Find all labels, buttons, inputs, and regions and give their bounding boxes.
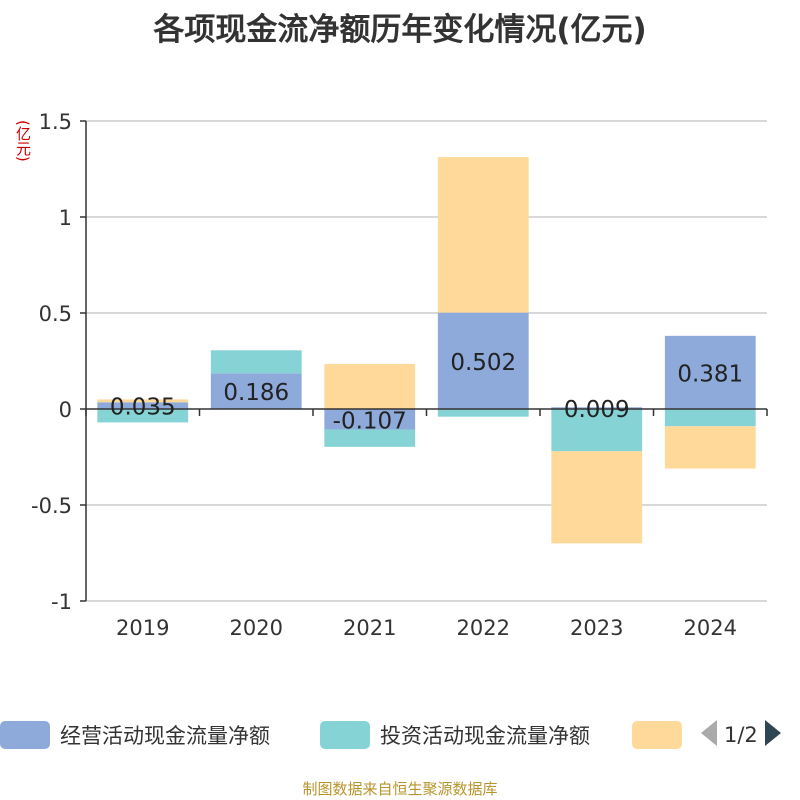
next-page-icon[interactable] [764,719,782,751]
chart-title: 各项现金流净额历年变化情况(亿元) [153,12,647,48]
bar-segment-1 [324,409,416,430]
bar-chart: 1.5 1 0.5 0 -0.5 -1 2019 2020 2021 2022 2023 2024 0… [31,110,768,640]
data-label: 0.009 [564,397,630,423]
axis-layer: 1.5 1 0.5 0 -0.5 -1 2019 2020 2021 2022 2023 2024 [31,110,768,640]
bar-segment-3 [324,363,416,409]
legend-pager: 1/2 [700,718,782,752]
y-tick-label: -1 [51,590,72,614]
legend-swatch [320,721,370,749]
x-tick-label: 2022 [457,616,510,640]
bar-segment-1 [551,407,643,409]
data-label: 0.035 [110,395,176,421]
bar-segment-1 [210,373,302,409]
data-label: 0.381 [677,361,743,387]
grid-layer [86,120,767,602]
bar-segment-2 [551,409,643,452]
bar-layer [97,157,756,544]
bar-segment-2 [664,409,756,427]
y-tick-label: 1 [59,206,72,230]
legend-label: 投资活动现金流量净额 [380,724,590,748]
x-tick-label: 2020 [230,616,283,640]
y-tick-label: 1.5 [39,110,72,134]
y-axis-unit: (亿元) [14,120,32,162]
bar-segment-2 [324,429,416,447]
data-source: 制图数据来自恒生聚源数据库 [302,780,498,798]
y-tick-label: -0.5 [31,494,72,518]
x-tick-label: 2024 [684,616,737,640]
x-tick-label: 2019 [116,616,169,640]
bar-segment-3 [437,157,529,313]
legend-label: 经营活动现金流量净额 [60,724,270,748]
data-label: -0.107 [333,408,407,434]
bar-segment-1 [97,402,189,409]
legend: 经营活动现金流量净额 投资活动现金流量净额 1/2 [0,716,800,756]
legend-item-investing[interactable]: 投资活动现金流量净额 [320,718,590,752]
data-label: 0.186 [223,380,289,406]
legend-swatch [632,721,682,749]
data-label: 0.502 [450,350,516,376]
bar-segment-3 [664,426,756,469]
legend-item-operating[interactable]: 经营活动现金流量净额 [0,718,270,752]
bar-segment-2 [210,350,302,374]
x-tick-label: 2021 [343,616,396,640]
legend-swatch [0,721,50,749]
bar-segment-1 [437,312,529,409]
legend-item-financing[interactable] [632,718,692,752]
bar-segment-3 [551,451,643,544]
prev-page-icon[interactable] [700,719,718,751]
x-tick-label: 2023 [570,616,623,640]
bar-segment-1 [664,335,756,409]
legend-page-indicator: 1/2 [724,723,758,747]
bar-segment-3 [97,399,189,403]
bar-segment-2 [437,409,529,417]
y-tick-label: 0 [59,398,72,422]
label-layer: 0.035 0.186 -0.107 0.502 0.009 0.381 [110,350,743,434]
y-tick-label: 0.5 [39,302,72,326]
bar-segment-2 [97,409,189,423]
